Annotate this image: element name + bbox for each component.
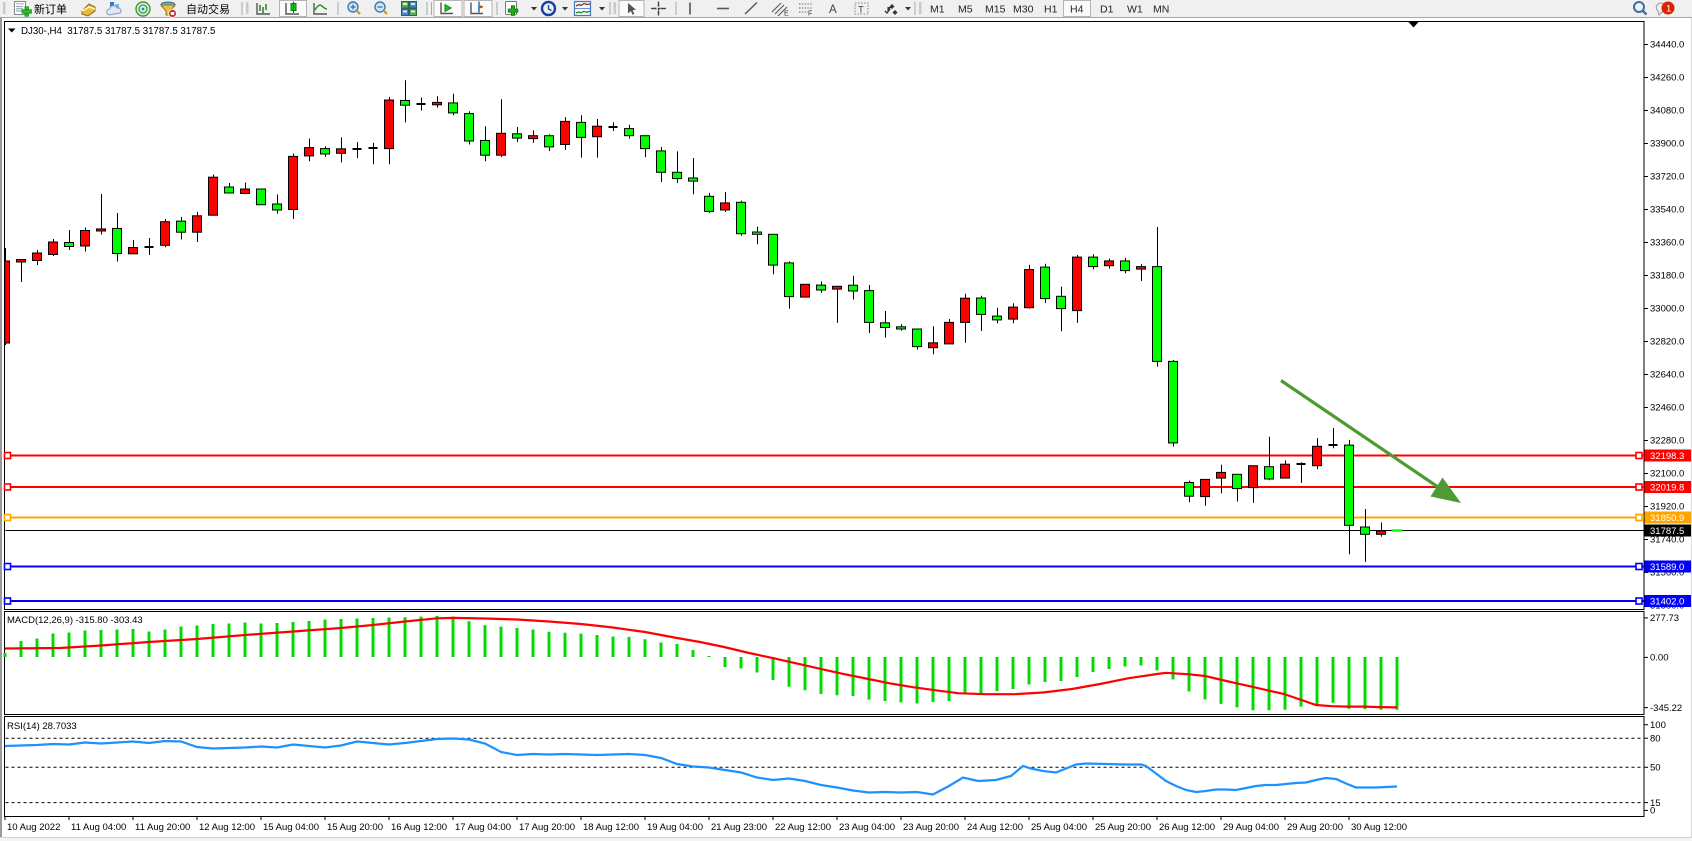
svg-text:12 Aug 12:00: 12 Aug 12:00 [199, 822, 255, 833]
svg-text:1: 1 [1666, 4, 1671, 15]
svg-text:新订单: 新订单 [34, 2, 67, 16]
svg-text:31850.9: 31850.9 [1650, 513, 1684, 524]
svg-text:21 Aug 23:00: 21 Aug 23:00 [711, 822, 767, 833]
svg-text:26 Aug 12:00: 26 Aug 12:00 [1159, 822, 1215, 833]
svg-text:H4: H4 [1070, 4, 1084, 16]
svg-text:33720.0: 33720.0 [1650, 172, 1684, 183]
svg-text:32280.0: 32280.0 [1650, 436, 1684, 447]
svg-text:0.00: 0.00 [1650, 653, 1669, 664]
svg-text:RSI(14) 28.7033: RSI(14) 28.7033 [7, 721, 77, 732]
svg-text:23 Aug 20:00: 23 Aug 20:00 [903, 822, 959, 833]
svg-text:22 Aug 12:00: 22 Aug 12:00 [775, 822, 831, 833]
svg-text:34440.0: 34440.0 [1650, 40, 1684, 51]
svg-text:25 Aug 20:00: 25 Aug 20:00 [1095, 822, 1151, 833]
svg-text:M1: M1 [930, 4, 945, 16]
svg-text:15: 15 [1650, 798, 1661, 809]
svg-text:31560.0: 31560.0 [1650, 568, 1684, 579]
svg-text:18 Aug 12:00: 18 Aug 12:00 [583, 822, 639, 833]
svg-text:31787.5: 31787.5 [1650, 526, 1684, 537]
svg-text:31589.0: 31589.0 [1650, 562, 1684, 573]
svg-text:自动交易: 自动交易 [186, 2, 230, 16]
svg-text:23 Aug 04:00: 23 Aug 04:00 [839, 822, 895, 833]
svg-text:29 Aug 20:00: 29 Aug 20:00 [1287, 822, 1343, 833]
svg-text:32019.8: 32019.8 [1650, 483, 1684, 494]
svg-text:33900.0: 33900.0 [1650, 139, 1684, 150]
svg-text:-345.22: -345.22 [1650, 703, 1682, 714]
svg-text:31402.0: 31402.0 [1650, 597, 1684, 608]
svg-text:80: 80 [1650, 733, 1661, 744]
svg-text:31740.0: 31740.0 [1650, 535, 1684, 546]
svg-text:32198.3: 32198.3 [1650, 451, 1684, 462]
svg-text:34080.0: 34080.0 [1650, 106, 1684, 117]
svg-text:19 Aug 04:00: 19 Aug 04:00 [647, 822, 703, 833]
svg-text:0: 0 [1650, 806, 1655, 817]
svg-text:100: 100 [1650, 720, 1666, 731]
svg-text:11 Aug 20:00: 11 Aug 20:00 [135, 822, 190, 833]
svg-text:F: F [808, 11, 812, 18]
svg-text:29 Aug 04:00: 29 Aug 04:00 [1223, 822, 1279, 833]
svg-text:H1: H1 [1044, 4, 1058, 16]
svg-text:M30: M30 [1013, 4, 1034, 16]
svg-text:32640.0: 32640.0 [1650, 370, 1684, 381]
svg-text:24 Aug 12:00: 24 Aug 12:00 [967, 822, 1023, 833]
svg-text:17 Aug 04:00: 17 Aug 04:00 [455, 822, 511, 833]
svg-text:277.73: 277.73 [1650, 613, 1679, 624]
svg-text:E: E [784, 11, 789, 18]
svg-text:15 Aug 20:00: 15 Aug 20:00 [327, 822, 383, 833]
svg-text:25 Aug 04:00: 25 Aug 04:00 [1031, 822, 1087, 833]
svg-text:M15: M15 [985, 4, 1006, 16]
svg-text:W1: W1 [1127, 4, 1143, 16]
svg-text:D1: D1 [1100, 4, 1114, 16]
svg-text:31920.0: 31920.0 [1650, 502, 1684, 513]
svg-text:32460.0: 32460.0 [1650, 403, 1684, 414]
svg-text:16 Aug 12:00: 16 Aug 12:00 [391, 822, 447, 833]
svg-text:DJ30-,H4 31787.5 31787.5 3178: DJ30-,H4 31787.5 31787.5 31787.5 31787.5 [21, 26, 215, 37]
svg-text:33360.0: 33360.0 [1650, 238, 1684, 249]
svg-text:30 Aug 12:00: 30 Aug 12:00 [1351, 822, 1407, 833]
svg-text:A: A [829, 4, 837, 16]
svg-text:50: 50 [1650, 763, 1661, 774]
svg-text:10 Aug 2022: 10 Aug 2022 [7, 822, 60, 833]
svg-text:33540.0: 33540.0 [1650, 205, 1684, 216]
svg-text:M5: M5 [958, 4, 973, 16]
svg-text:33000.0: 33000.0 [1650, 304, 1684, 315]
svg-text:15 Aug 04:00: 15 Aug 04:00 [263, 822, 319, 833]
svg-text:33180.0: 33180.0 [1650, 271, 1684, 282]
svg-text:34260.0: 34260.0 [1650, 73, 1684, 84]
svg-text:17 Aug 20:00: 17 Aug 20:00 [519, 822, 575, 833]
svg-text:MN: MN [1153, 4, 1169, 16]
svg-text:32820.0: 32820.0 [1650, 337, 1684, 348]
svg-text:T: T [858, 5, 864, 16]
svg-text:11 Aug 04:00: 11 Aug 04:00 [71, 822, 126, 833]
svg-text:MACD(12,26,9) -315.80 -303.43: MACD(12,26,9) -315.80 -303.43 [7, 615, 143, 626]
svg-text:32100.0: 32100.0 [1650, 469, 1684, 480]
